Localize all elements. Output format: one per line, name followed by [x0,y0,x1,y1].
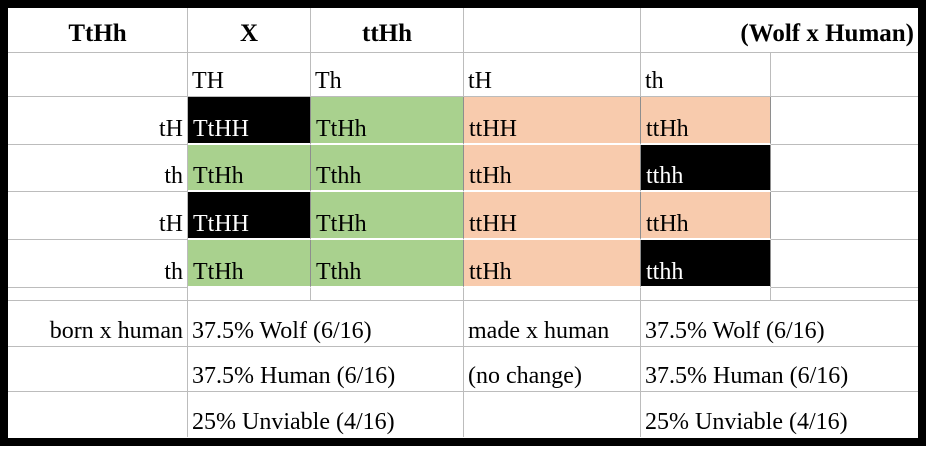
summary-left-unviable: 25% Unviable (4/16) [188,392,464,437]
column-gamete-label: TH [188,53,311,97]
summary-right-label: made x human [464,301,641,347]
punnett-cell: TtHH [188,97,311,145]
punnett-cell: tthh [641,145,771,192]
punnett-cell: TtHh [188,240,311,288]
punnett-cell: ttHh [641,97,771,145]
summary-left-wolf: 37.5% Wolf (6/16) [188,301,464,347]
empty-cell [771,288,918,301]
empty-cell [771,240,918,288]
punnett-cell: TtHH [188,192,311,240]
summary-left-human: 37.5% Human (6/16) [188,347,464,392]
row-gamete-label: th [8,240,188,288]
punnett-cell: ttHh [464,145,641,192]
punnett-cell: TtHh [311,97,464,145]
summary-right-unviable: 25% Unviable (4/16) [645,409,848,435]
row-gamete-label: th [8,145,188,192]
empty-cell [771,192,918,240]
empty-cell [8,288,188,301]
punnett-cell: TtHh [188,145,311,192]
column-gamete-label: Th [311,53,464,97]
punnett-cell: ttHH [464,192,641,240]
punnett-cell: tthh [641,240,771,288]
empty-cell [8,392,188,437]
punnett-cell: TtHh [311,192,464,240]
summary-right-wolf: 37.5% Wolf (6/16) [641,301,918,347]
cross-note: (Wolf x Human) [641,8,918,53]
punnett-cell: ttHh [641,192,771,240]
empty-cell [464,392,641,437]
empty-cell [188,288,311,301]
punnett-cell: ttHH [464,97,641,145]
column-gamete-label: tH [464,53,641,97]
cross-symbol: X [188,8,311,53]
empty-cell [771,53,918,97]
empty-cell [771,145,918,192]
summary-left-label: born x human [8,301,188,347]
column-gamete-label: th [641,53,771,97]
empty-cell [771,97,918,145]
parent-genotype-right: ttHh [311,8,464,53]
summary-right-note: (no change) [464,347,641,392]
punnett-cell: Tthh [311,145,464,192]
punnett-cell: Tthh [311,240,464,288]
empty-cell [8,53,188,97]
empty-cell [8,347,188,392]
empty-cell [464,288,641,301]
row-gamete-label: tH [8,192,188,240]
punnett-cell: ttHh [464,240,641,288]
empty-cell [464,8,641,53]
row-gamete-label: tH [8,97,188,145]
summary-right-human: 37.5% Human (6/16) [641,347,918,392]
empty-cell [311,288,464,301]
parent-genotype-left: TtHh [8,8,188,53]
empty-cell [641,288,771,301]
